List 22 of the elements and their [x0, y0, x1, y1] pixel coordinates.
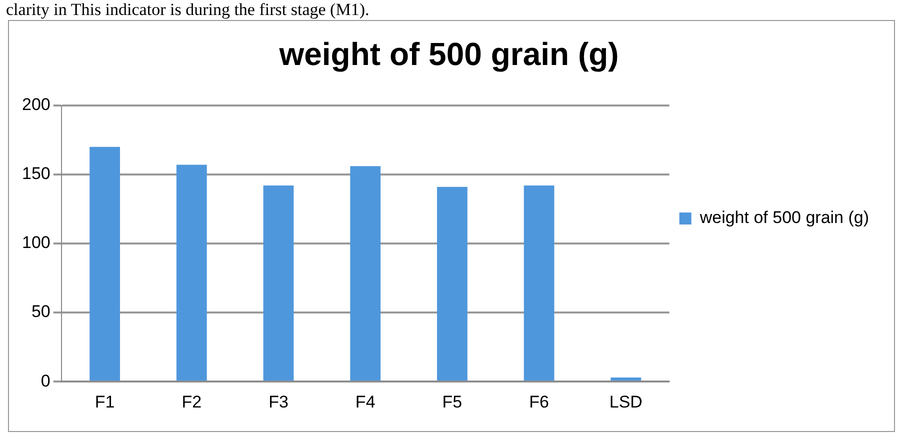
- y-tick-label: 150: [22, 164, 50, 184]
- bar: [610, 377, 642, 381]
- y-tick-label: 200: [22, 95, 50, 114]
- bar: [437, 186, 468, 381]
- x-tick-label: F5: [442, 392, 462, 412]
- y-tick-label: 100: [22, 233, 50, 252]
- bar: [263, 186, 294, 381]
- x-tick-label: F2: [182, 392, 202, 412]
- chart-title: weight of 500 grain (g): [278, 36, 619, 72]
- bar: [176, 164, 207, 381]
- bar: [90, 146, 120, 381]
- x-tick-label: F3: [268, 392, 288, 412]
- x-tick-label: LSD: [609, 392, 642, 412]
- text: clarity in This indicator is during the first stage (M1).: [5, 0, 370, 20]
- x-tick-label: F6: [529, 392, 549, 412]
- y-tick-label: 50: [31, 302, 50, 322]
- y-tick-label: 0: [40, 371, 50, 390]
- bar: [350, 166, 381, 381]
- x-tick-label: F4: [355, 392, 376, 412]
- x-tick-label: F1: [94, 392, 115, 412]
- bar: [524, 186, 554, 381]
- legend-label: weight of 500 grain (g): [698, 208, 870, 228]
